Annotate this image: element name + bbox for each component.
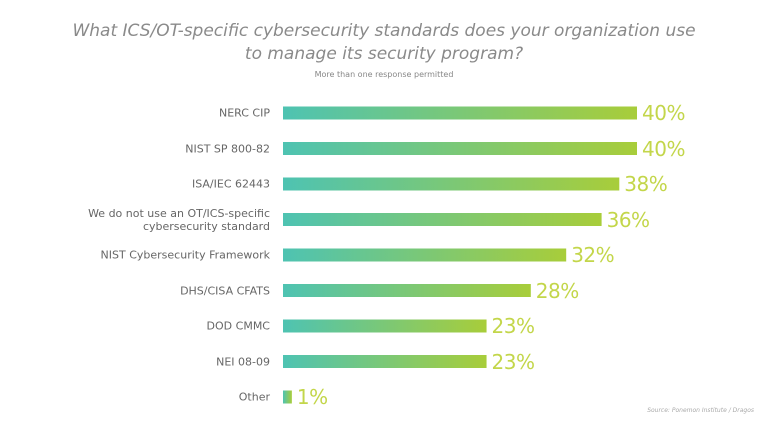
bar bbox=[283, 177, 620, 191]
bar bbox=[283, 355, 487, 368]
category-label: NERC CIP bbox=[218, 106, 270, 120]
category-label: NEI 08-09 bbox=[216, 355, 270, 368]
category-label: DHS/CISA CFATS bbox=[180, 284, 270, 297]
category-label: NIST Cybersecurity Framework bbox=[100, 248, 270, 262]
category-label: NIST SP 800-82 bbox=[185, 142, 270, 155]
bar bbox=[283, 106, 637, 120]
value-label: 1% bbox=[296, 385, 328, 409]
chart-title: What ICS/OT-specific cybersecurity stand… bbox=[72, 21, 696, 64]
category-label: DOD CMMC bbox=[206, 319, 270, 333]
bar bbox=[283, 319, 487, 333]
value-label: 38% bbox=[624, 172, 668, 196]
chart-subtitle: More than one response permitted bbox=[314, 70, 454, 79]
bar bbox=[283, 248, 567, 262]
bar bbox=[283, 390, 292, 404]
category-label: Other bbox=[238, 390, 270, 404]
value-label: 23% bbox=[491, 314, 535, 338]
value-label: 23% bbox=[491, 349, 535, 374]
category-label: We do not use an OT/ICS-specific cyberse… bbox=[88, 206, 270, 233]
value-label: 36% bbox=[606, 207, 650, 232]
category-label: ISA/IEC 62443 bbox=[191, 177, 270, 191]
source-note: Source: Ponemon Institute / Dragos bbox=[647, 407, 754, 414]
value-label: 28% bbox=[535, 278, 579, 303]
value-label: 32% bbox=[571, 243, 615, 267]
bar bbox=[283, 213, 602, 226]
bar bbox=[283, 142, 637, 155]
bar bbox=[283, 284, 531, 297]
value-label: 40% bbox=[642, 101, 685, 125]
value-label: 40% bbox=[642, 136, 685, 161]
